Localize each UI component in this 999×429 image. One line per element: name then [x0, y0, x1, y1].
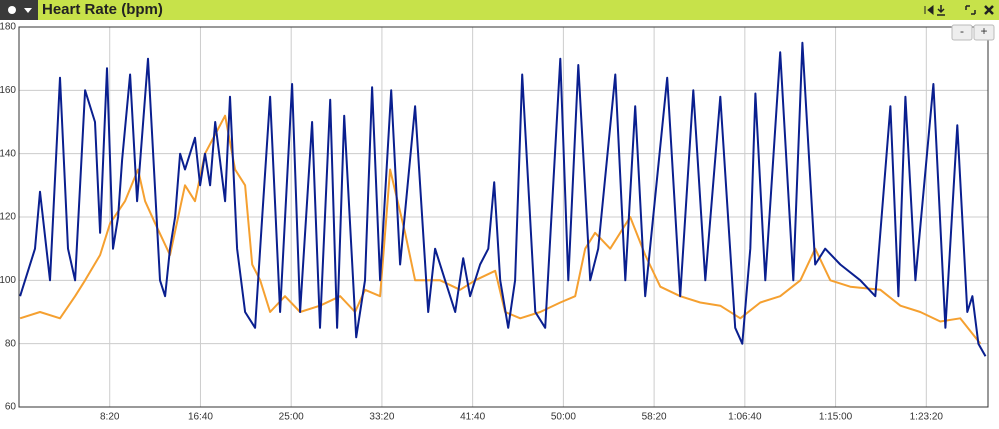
chart-title: Heart Rate (bpm)	[42, 1, 163, 18]
gear-icon	[8, 6, 16, 14]
plot: 60 80 100 120 140 160 180 8:20 16:40 25:00 33:20 41…	[0, 22, 988, 423]
y-tick-label: 80	[5, 338, 17, 349]
zoom-in-label: +	[980, 24, 987, 38]
zoom-out-label: -	[960, 24, 964, 38]
expand-icon[interactable]	[965, 5, 976, 15]
zoom-out-button[interactable]	[951, 24, 973, 41]
series-line	[19, 41, 987, 357]
x-tick-label: 1:23:20	[910, 412, 944, 423]
x-tick-label: 16:40	[188, 412, 213, 423]
x-tick-label: 1:06:40	[728, 412, 762, 423]
x-tick-label: 1:15:00	[819, 412, 853, 423]
x-tick-label: 8:20	[100, 412, 120, 423]
plot-border	[18, 26, 989, 408]
close-icon[interactable]	[984, 5, 994, 15]
x-tick-label: 50:00	[551, 412, 576, 423]
x-tick-label: 33:20	[369, 412, 394, 423]
zoom-in-button[interactable]	[973, 24, 995, 41]
x-tick-label: 41:40	[460, 412, 485, 423]
series-line	[19, 114, 982, 345]
x-tick-label: 58:20	[642, 412, 667, 423]
header-bar	[0, 0, 999, 20]
y-tick-label: 60	[5, 402, 17, 413]
y-tick-label: 120	[0, 212, 16, 223]
x-tick-label: 25:00	[279, 412, 304, 423]
y-tick-label: 100	[0, 275, 16, 286]
dropdown-icon	[24, 8, 32, 13]
settings-menu[interactable]	[0, 0, 38, 20]
y-tick-label: 140	[0, 148, 16, 159]
y-tick-label: 160	[0, 85, 16, 96]
collapse-icon[interactable]	[924, 4, 934, 16]
download-icon[interactable]	[937, 5, 945, 16]
y-tick-label: 180	[0, 22, 16, 33]
